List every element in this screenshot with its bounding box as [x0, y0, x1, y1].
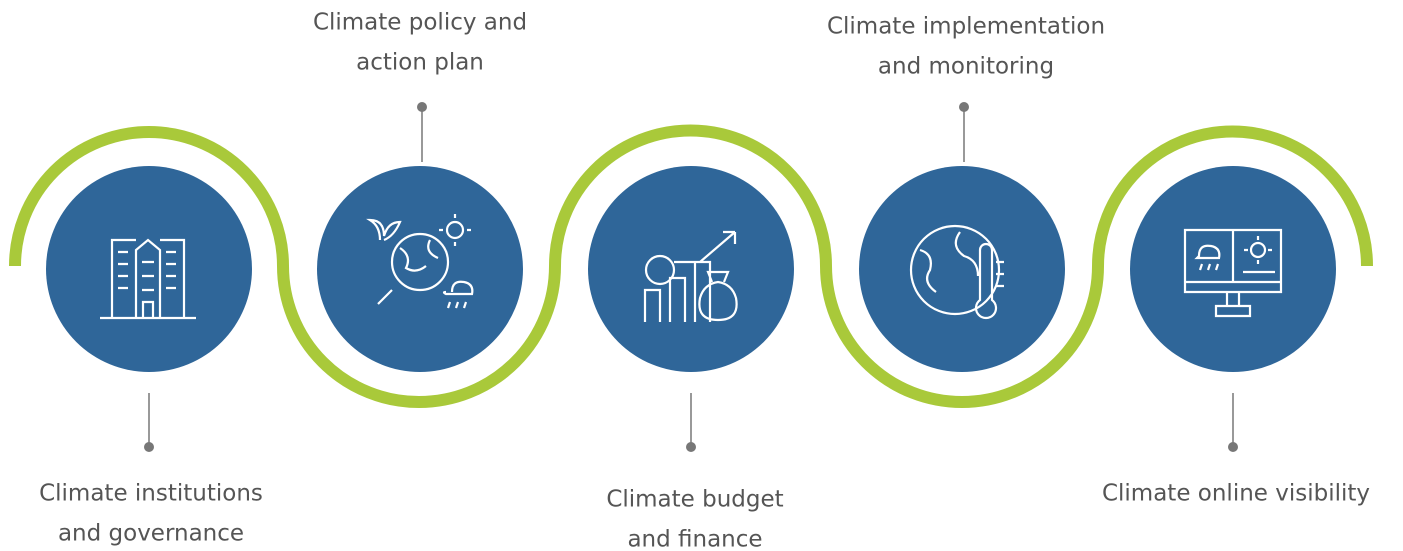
step-label: Climate institutions	[39, 481, 263, 507]
connector-dot	[417, 102, 427, 112]
connector-dot	[959, 102, 969, 112]
step: Climate budget and finance	[588, 166, 794, 551]
step-icon	[643, 230, 738, 322]
step: Climate implementation and monitoring	[827, 14, 1105, 372]
step: Climate online visibility	[1102, 166, 1370, 507]
step-circle	[588, 166, 794, 372]
step-circle	[859, 166, 1065, 372]
step-icon	[1183, 228, 1283, 318]
step-label: and monitoring	[878, 54, 1054, 80]
step: Climate institutions and governance	[39, 166, 263, 547]
step-label: Climate budget	[606, 487, 783, 513]
step-label: Climate policy and	[313, 10, 527, 36]
step-label: and finance	[627, 527, 762, 551]
step-label: Climate implementation	[827, 14, 1105, 40]
step-label: action plan	[356, 50, 484, 76]
wave-line	[9, 124, 1373, 408]
step-label: and governance	[58, 521, 244, 547]
step-icon	[100, 238, 196, 320]
connector-dot	[144, 442, 154, 452]
step-icon	[909, 224, 1004, 320]
step-label: Climate online visibility	[1102, 481, 1370, 507]
step: Climate policy and action plan	[313, 10, 527, 372]
step-circle	[46, 166, 252, 372]
connector-dot	[686, 442, 696, 452]
connector-dot	[1228, 442, 1238, 452]
step-icon	[366, 214, 474, 309]
